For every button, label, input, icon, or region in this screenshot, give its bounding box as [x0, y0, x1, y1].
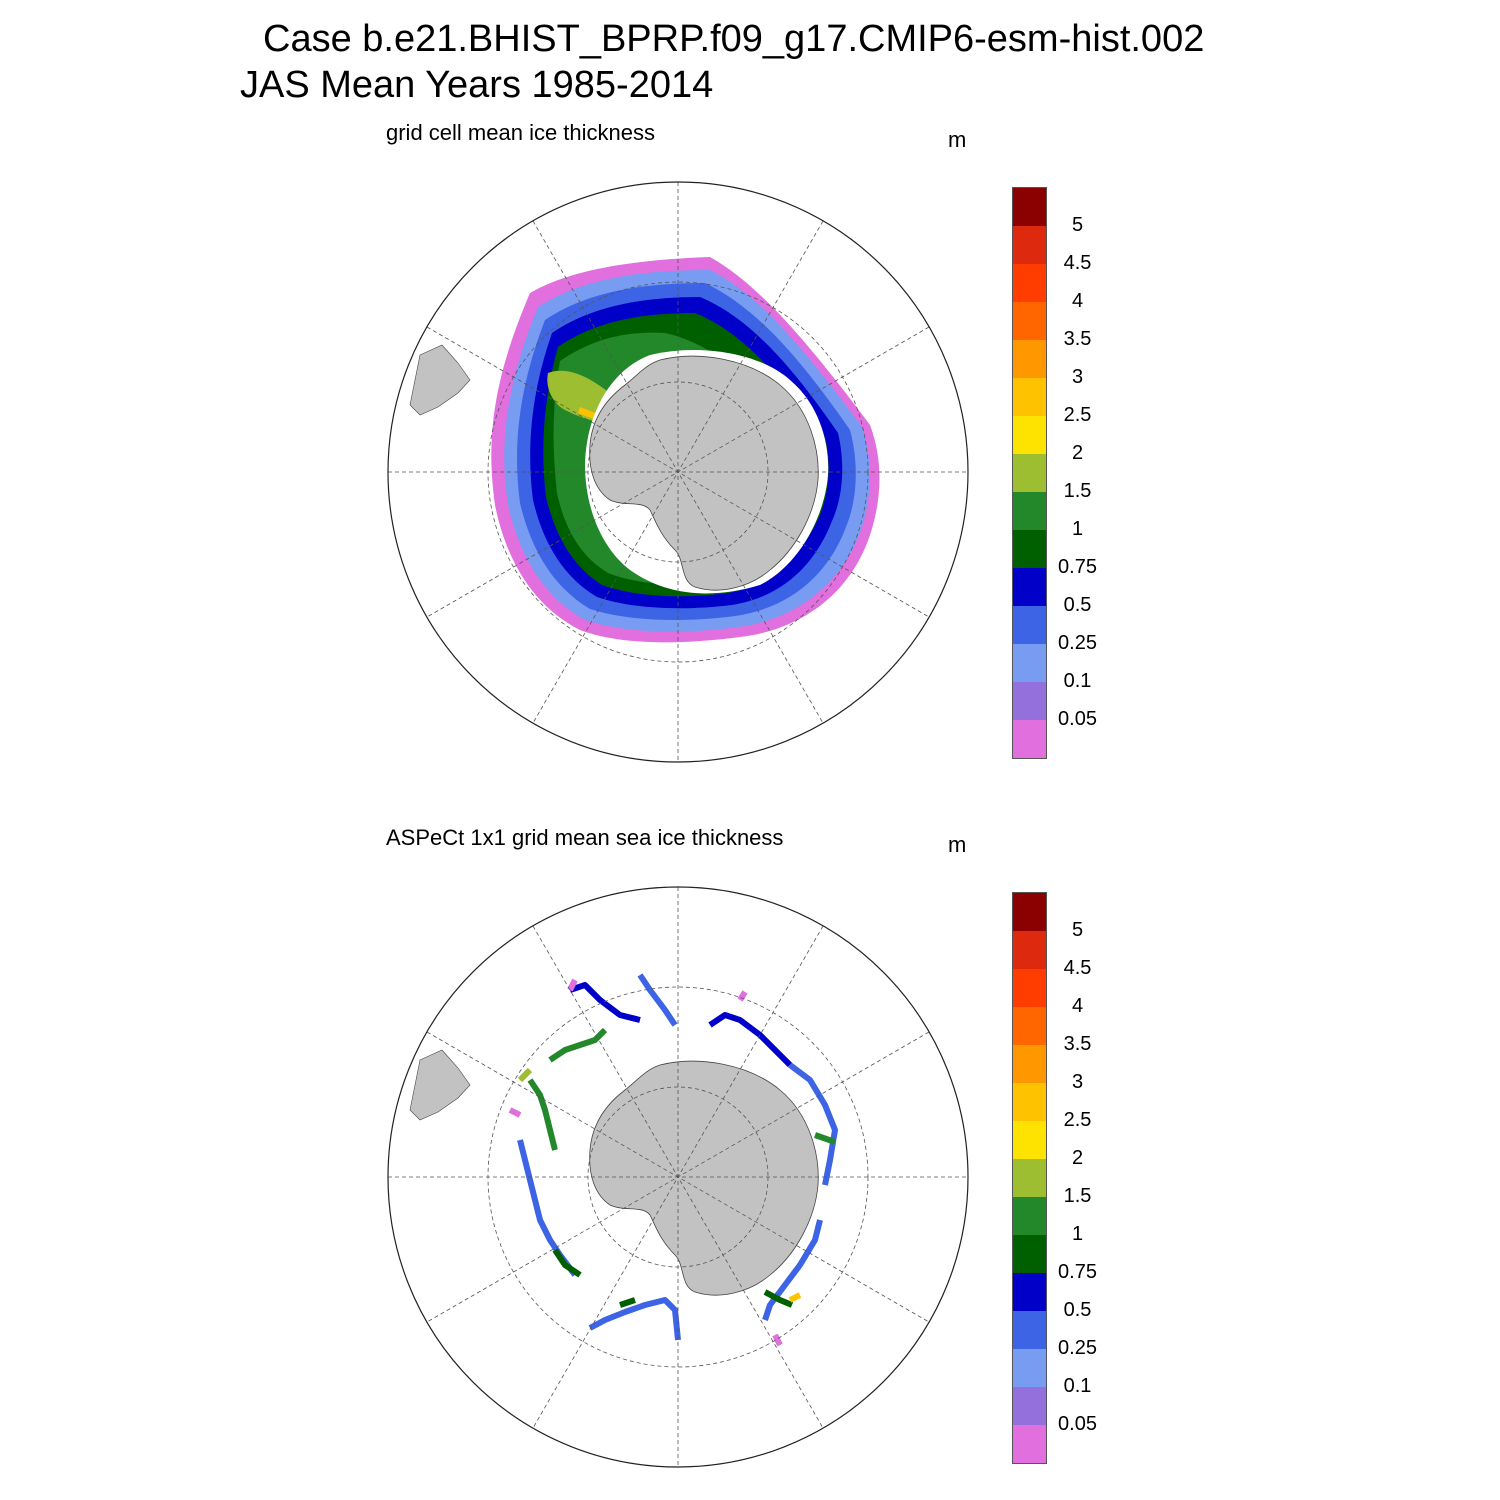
colorbar-label: 4.5	[1063, 252, 1092, 274]
south-america-land	[409, 1049, 471, 1121]
colorbar-swatch	[1013, 893, 1046, 931]
colorbar-swatch	[1013, 264, 1046, 302]
colorbar-2-boxes	[1012, 892, 1047, 1464]
map-frame	[387, 181, 969, 763]
colorbar-label: 5	[1071, 214, 1084, 236]
colorbar-swatch	[1013, 378, 1046, 416]
colorbar-swatch	[1013, 1235, 1046, 1273]
colorbar-swatch	[1013, 340, 1046, 378]
colorbar-swatch	[1013, 969, 1046, 1007]
south-america-land	[409, 344, 471, 416]
colorbar-label: 0.05	[1058, 708, 1097, 730]
period-title: JAS Mean Years 1985-2014	[240, 64, 714, 106]
colorbar-swatch	[1013, 492, 1046, 530]
colorbar-swatch	[1013, 1349, 1046, 1387]
panel2-units: m	[948, 832, 967, 857]
antarctica-land	[589, 1060, 819, 1296]
colorbar-swatch	[1013, 1311, 1046, 1349]
colorbar-swatch	[1013, 1197, 1046, 1235]
colorbar-swatch	[1013, 720, 1046, 758]
colorbar-swatch	[1013, 606, 1046, 644]
colorbar-swatch	[1013, 1007, 1046, 1045]
colorbar-label: 2.5	[1063, 1109, 1092, 1131]
panel2-subtitle: ASPeCt 1x1 grid mean sea ice thickness	[386, 825, 784, 850]
colorbar-label: 2.5	[1063, 404, 1092, 426]
colorbar-label: 3.5	[1063, 1033, 1092, 1055]
model-ice-thickness-map	[387, 181, 969, 763]
colorbar-swatch	[1013, 1425, 1046, 1463]
colorbar-label: 1	[1071, 1223, 1084, 1245]
graticule	[388, 887, 968, 1467]
colorbar-label: 3.5	[1063, 328, 1092, 350]
case-title: Case b.e21.BHIST_BPRP.f09_g17.CMIP6-esm-…	[263, 18, 1205, 60]
colorbar-label: 5	[1071, 919, 1084, 941]
colorbar-swatch	[1013, 188, 1046, 226]
colorbar-label: 2	[1071, 442, 1084, 464]
antarctica-land	[589, 355, 819, 591]
colorbar-2: 5 4.5 4 3.5 3 2.5 2 1.5 1 0.75 0.5 0.25 …	[1010, 892, 1120, 1464]
colorbar-swatch	[1013, 568, 1046, 606]
colorbar-label: 1	[1071, 518, 1084, 540]
colorbar-label: 0.05	[1058, 1413, 1097, 1435]
colorbar-1-boxes	[1012, 187, 1047, 759]
aspect-ice-thickness-map	[387, 886, 969, 1468]
colorbar-label: 0.5	[1063, 1299, 1092, 1321]
colorbar-swatch	[1013, 416, 1046, 454]
colorbar-label: 4	[1071, 290, 1084, 312]
colorbar-swatch	[1013, 1121, 1046, 1159]
colorbar-swatch	[1013, 1083, 1046, 1121]
colorbar-label: 0.25	[1058, 1337, 1097, 1359]
colorbar-swatch	[1013, 1387, 1046, 1425]
colorbar-swatch	[1013, 530, 1046, 568]
colorbar-label: 4	[1071, 995, 1084, 1017]
colorbar-label: 1.5	[1063, 480, 1092, 502]
colorbar-swatch	[1013, 302, 1046, 340]
panel1-units: m	[948, 127, 967, 152]
graticule	[388, 182, 968, 762]
colorbar-label: 0.75	[1058, 556, 1097, 578]
ship-tracks	[508, 973, 838, 1347]
colorbar-swatch	[1013, 644, 1046, 682]
colorbar-label: 0.5	[1063, 594, 1092, 616]
colorbar-label: 1.5	[1063, 1185, 1092, 1207]
colorbar-label: 4.5	[1063, 957, 1092, 979]
colorbar-label: 2	[1071, 1147, 1084, 1169]
colorbar-swatch	[1013, 454, 1046, 492]
colorbar-swatch	[1013, 1273, 1046, 1311]
colorbar-label: 3	[1071, 1071, 1084, 1093]
colorbar-swatch	[1013, 1045, 1046, 1083]
panel1-subtitle: grid cell mean ice thickness	[386, 120, 656, 145]
colorbar-swatch	[1013, 931, 1046, 969]
map-frame	[387, 886, 969, 1468]
colorbar-swatch	[1013, 226, 1046, 264]
colorbar-swatch	[1013, 682, 1046, 720]
colorbar-label: 3	[1071, 366, 1084, 388]
colorbar-swatch	[1013, 1159, 1046, 1197]
colorbar-label: 0.1	[1063, 670, 1092, 692]
colorbar-label: 0.25	[1058, 632, 1097, 654]
colorbar-1: 5 4.5 4 3.5 3 2.5 2 1.5 1 0.75 0.5 0.25 …	[1010, 187, 1120, 759]
colorbar-label: 0.1	[1063, 1375, 1092, 1397]
colorbar-label: 0.75	[1058, 1261, 1097, 1283]
